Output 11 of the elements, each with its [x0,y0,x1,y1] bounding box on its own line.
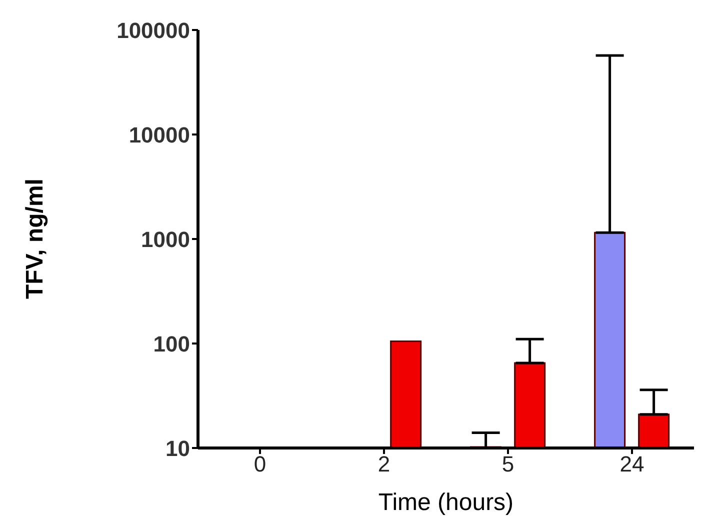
y-tick-label: 10000 [128,122,190,148]
y-tick-label: 1000 [141,226,190,252]
x-tick-label: 2 [378,452,390,477]
y-tick-label: 10 [166,436,190,461]
y-tick-label: 100000 [116,18,190,43]
x-tick-label: 5 [502,452,514,477]
x-axis-title: Time (hours) [378,489,514,516]
x-tick-label: 24 [620,452,644,477]
x-tick-label: 0 [254,452,266,477]
y-tick-label: 100 [153,331,190,356]
y-axis-title: TFV, ng/ml [22,178,49,299]
